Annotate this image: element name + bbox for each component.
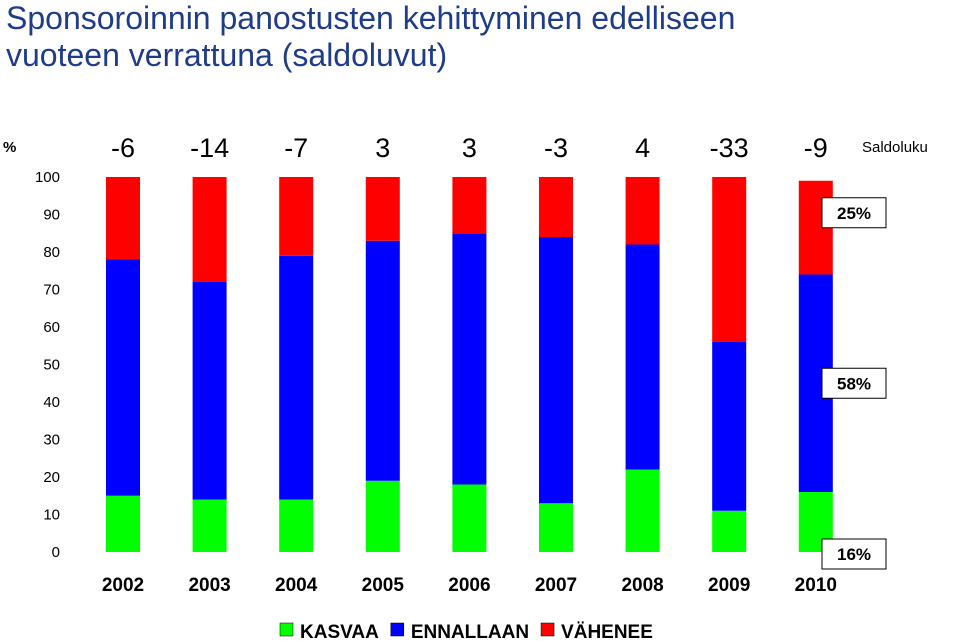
saldo-value: -33 — [710, 133, 749, 163]
callout-box — [821, 197, 887, 229]
saldo-value: 3 — [375, 133, 390, 163]
x-tick-label: 2005 — [362, 575, 405, 596]
bar-ennallaan-2005 — [365, 240, 400, 481]
x-tick-label: 2008 — [621, 575, 663, 596]
bar-kasvaa-2008 — [625, 469, 660, 552]
bar-vähenee-2009 — [712, 177, 747, 342]
saldo-value: -6 — [111, 133, 135, 163]
legend-label: VÄHENEE — [561, 622, 653, 641]
y-tick-label: 20 — [43, 469, 60, 486]
bar-kasvaa-2005 — [365, 480, 400, 552]
bar-vähenee-2004 — [279, 177, 314, 256]
bar-ennallaan-2006 — [452, 233, 487, 485]
bar-vähenee-2002 — [106, 177, 140, 260]
legend-label: ENNALLAAN — [411, 622, 529, 641]
legend-swatch-vähenee — [540, 622, 555, 637]
bar-kasvaa-2009 — [712, 510, 747, 552]
x-tick-label: 2006 — [448, 575, 490, 596]
x-tick-label: 2007 — [535, 575, 577, 596]
y-tick-label: 0 — [52, 544, 60, 561]
saldo-value: -14 — [190, 133, 229, 163]
y-tick-label: 40 — [43, 394, 60, 411]
x-tick-label: 2002 — [102, 575, 144, 596]
y-tick-label: 30 — [43, 432, 60, 449]
bar-vähenee-2008 — [625, 177, 660, 245]
bar-kasvaa-2003 — [192, 499, 227, 552]
legend-label: KASVAA — [300, 622, 379, 641]
bar-kasvaa-2007 — [539, 503, 573, 552]
bar-vähenee-2005 — [365, 177, 400, 241]
bar-kasvaa-2002 — [106, 495, 140, 552]
saldo-value: -3 — [544, 133, 568, 163]
y-axis-label: % — [3, 139, 16, 156]
saldo-value: -7 — [284, 133, 308, 163]
callout-label: 58% — [837, 374, 871, 393]
callout-box — [821, 367, 887, 399]
callout-box — [821, 538, 887, 570]
y-tick-label: 50 — [43, 357, 60, 374]
saldo-value: 4 — [635, 133, 650, 163]
bar-vähenee-2003 — [192, 177, 227, 282]
saldo-label: Saldoluku — [862, 139, 928, 156]
saldo-value: 3 — [462, 133, 477, 163]
bar-ennallaan-2002 — [106, 259, 140, 496]
title-line-2: vuoteen verrattuna (saldoluvut) — [6, 37, 448, 73]
x-tick-label: 2004 — [275, 575, 318, 596]
saldo-value: -9 — [804, 133, 828, 163]
callout-label: 16% — [837, 545, 871, 564]
x-tick-label: 2003 — [188, 575, 230, 596]
y-tick-label: 90 — [43, 207, 60, 224]
bar-vähenee-2006 — [452, 177, 487, 234]
bar-ennallaan-2004 — [279, 255, 314, 500]
y-tick-label: 60 — [43, 319, 60, 336]
chart-title: Sponsoroinnin panostusten kehittyminen e… — [6, 0, 946, 74]
bar-ennallaan-2007 — [539, 237, 573, 504]
title-line-1: Sponsoroinnin panostusten kehittyminen e… — [6, 0, 736, 36]
legend-swatch-ennallaan — [390, 622, 405, 637]
bar-kasvaa-2004 — [279, 499, 314, 552]
y-tick-label: 10 — [43, 507, 60, 524]
bar-vähenee-2007 — [539, 177, 573, 237]
x-tick-label: 2009 — [708, 575, 750, 596]
y-tick-label: 80 — [43, 244, 60, 261]
callout-label: 25% — [837, 204, 871, 223]
bar-ennallaan-2009 — [712, 342, 747, 511]
legend-swatch-kasvaa — [279, 622, 294, 637]
x-tick-label: 2010 — [795, 575, 837, 596]
y-tick-label: 100 — [35, 169, 60, 186]
bar-ennallaan-2008 — [625, 244, 660, 470]
bar-ennallaan-2003 — [192, 282, 227, 500]
y-tick-label: 70 — [43, 282, 60, 299]
bar-kasvaa-2006 — [452, 484, 487, 552]
